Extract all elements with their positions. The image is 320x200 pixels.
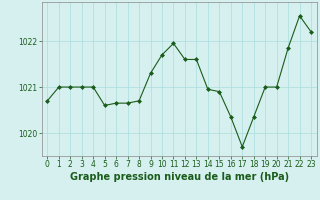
- X-axis label: Graphe pression niveau de la mer (hPa): Graphe pression niveau de la mer (hPa): [70, 172, 289, 182]
